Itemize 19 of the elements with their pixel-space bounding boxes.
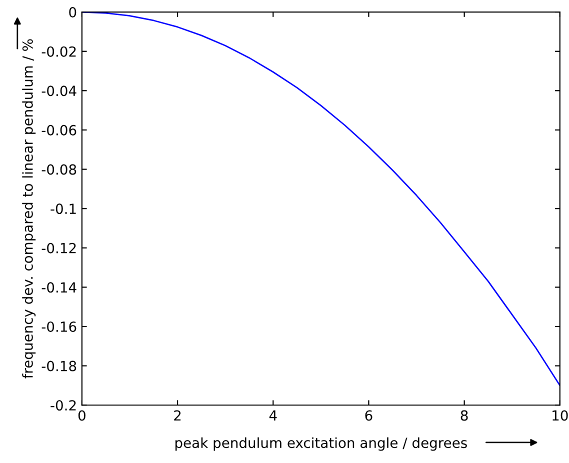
- y-tick-label: -0.06: [42, 124, 76, 136]
- y-tick-label: 0: [69, 7, 76, 18]
- y-tick-label: -0.16: [42, 321, 76, 332]
- x-tick-label: 4: [269, 410, 277, 421]
- y-tick-label: -0.12: [42, 242, 76, 254]
- y-tick-label: -0.2: [50, 400, 76, 411]
- x-axis-title: peak pendulum excitation angle / degrees: [175, 437, 467, 451]
- y-tick-label: -0.14: [42, 282, 76, 293]
- x-tick-label: 6: [365, 410, 372, 421]
- y-tick-label: -0.04: [42, 86, 76, 96]
- y-axis-title: frequency dev. compared to linear pendulum / %: [22, 39, 36, 378]
- y-tick-label: -0.18: [42, 360, 76, 372]
- x-tick-label: 2: [174, 410, 181, 421]
- y-tick-label: -0.02: [42, 46, 76, 57]
- x-tick-label: 0: [78, 410, 86, 421]
- y-tick-label: -0.08: [42, 164, 76, 175]
- y-tick-label: -0.1: [50, 204, 76, 214]
- x-tick-label: 8: [460, 410, 468, 421]
- x-tick-label: 10: [552, 410, 568, 421]
